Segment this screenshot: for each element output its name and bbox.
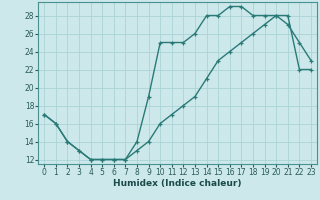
X-axis label: Humidex (Indice chaleur): Humidex (Indice chaleur)	[113, 179, 242, 188]
